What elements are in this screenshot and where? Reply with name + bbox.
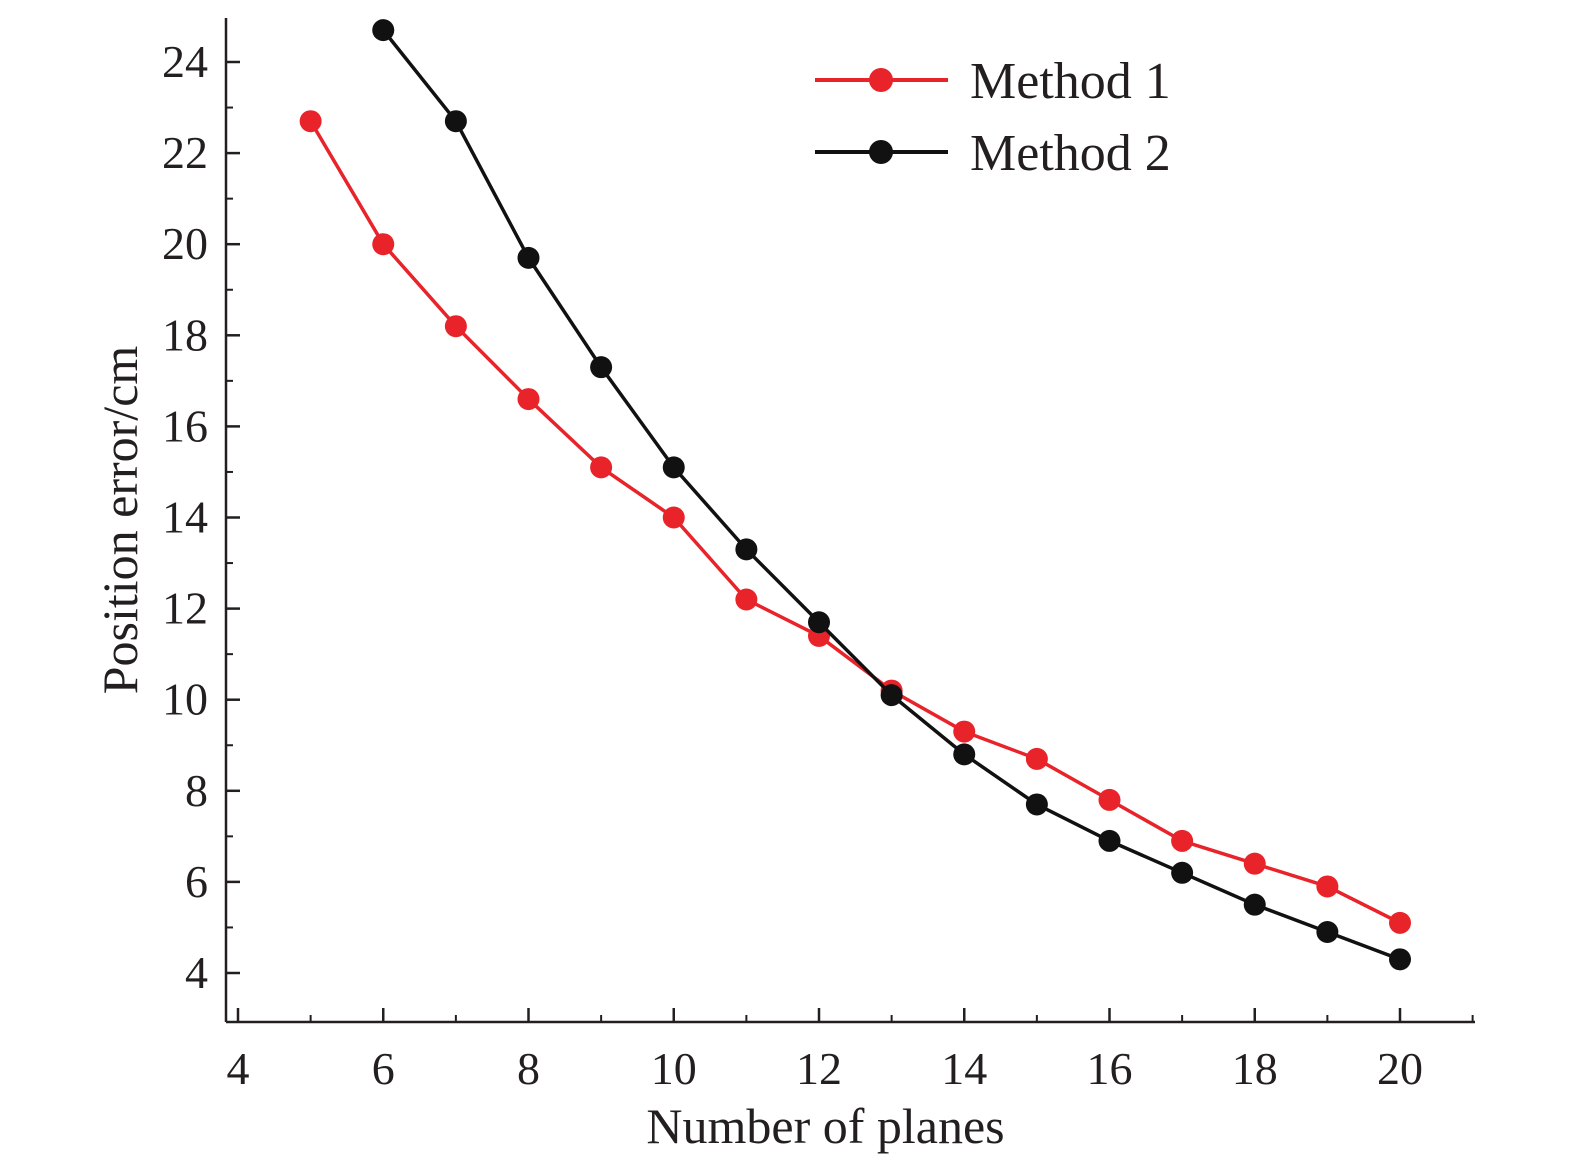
x-tick-label: 10: [651, 1043, 697, 1094]
series-1-point: [299, 110, 322, 133]
y-tick-label: 4: [185, 947, 208, 998]
series-2-point: [1389, 948, 1411, 971]
series-1-point: [662, 506, 685, 529]
series-2-point: [1243, 893, 1266, 916]
x-tick-label: 8: [517, 1043, 540, 1094]
series-2-point: [1098, 829, 1121, 852]
x-tick-label: 20: [1377, 1043, 1423, 1094]
legend-marker-2: [869, 140, 893, 164]
series-2-point: [444, 110, 467, 133]
legend: Method 1 Method 2: [815, 53, 1171, 182]
series-1-point: [1316, 875, 1339, 898]
series-1-point: [735, 588, 758, 611]
y-tick-label: 16: [162, 400, 208, 451]
series-2-point: [880, 684, 903, 707]
x-tick-label: 16: [1087, 1043, 1133, 1094]
legend-label-1: Method 1: [970, 53, 1171, 110]
series-1-point: [590, 456, 613, 479]
series-1-point: [372, 233, 395, 256]
x-tick-label: 18: [1232, 1043, 1278, 1094]
series-2-point: [735, 538, 758, 561]
legend-marker-1: [869, 68, 893, 92]
axes: 4 6 8 10 12 14 16 18 20 22 24 4 6 8 10 12 14 16 18 20: [162, 18, 1475, 1094]
series-1-point: [1025, 747, 1048, 770]
x-axis-title: Number of planes: [646, 1098, 1004, 1154]
series-1-point: [953, 720, 976, 743]
y-tick-label: 8: [185, 765, 208, 816]
y-tick-label: 22: [162, 127, 208, 178]
series-2-point: [590, 356, 613, 379]
legend-label-2: Method 2: [970, 125, 1171, 182]
y-tick-label: 6: [185, 856, 208, 907]
x-tick-label: 12: [796, 1043, 842, 1094]
series-1-point: [517, 388, 540, 411]
series-line-2: [381, 29, 1401, 961]
series-2-point: [1171, 861, 1194, 884]
series-2-point: [808, 611, 830, 634]
series-1-point: [1171, 829, 1194, 852]
x-tick-label: 4: [227, 1043, 250, 1094]
series-1-point: [1243, 852, 1266, 875]
series-2-point: [372, 19, 395, 42]
x-tick-label: 14: [941, 1043, 987, 1094]
series-2-point: [1316, 921, 1339, 944]
series-line-1: [309, 120, 1401, 925]
series-2-point: [1025, 793, 1048, 816]
x-tick-label: 6: [372, 1043, 395, 1094]
y-tick-label: 18: [162, 309, 208, 360]
series-1-point: [444, 315, 467, 338]
y-tick-label: 12: [162, 583, 208, 634]
y-tick-label: 10: [162, 674, 208, 725]
y-tick-label: 20: [162, 218, 208, 269]
series-1-point: [1098, 788, 1121, 811]
series-2-point: [517, 246, 540, 269]
series-2-point: [662, 456, 685, 479]
series-2-point: [953, 743, 976, 766]
y-tick-label: 24: [162, 36, 208, 87]
plot-area: [299, 19, 1411, 971]
y-axis-title: Position error/cm: [92, 346, 148, 695]
series-1-point: [1389, 911, 1411, 934]
y-tick-label: 14: [162, 492, 208, 543]
